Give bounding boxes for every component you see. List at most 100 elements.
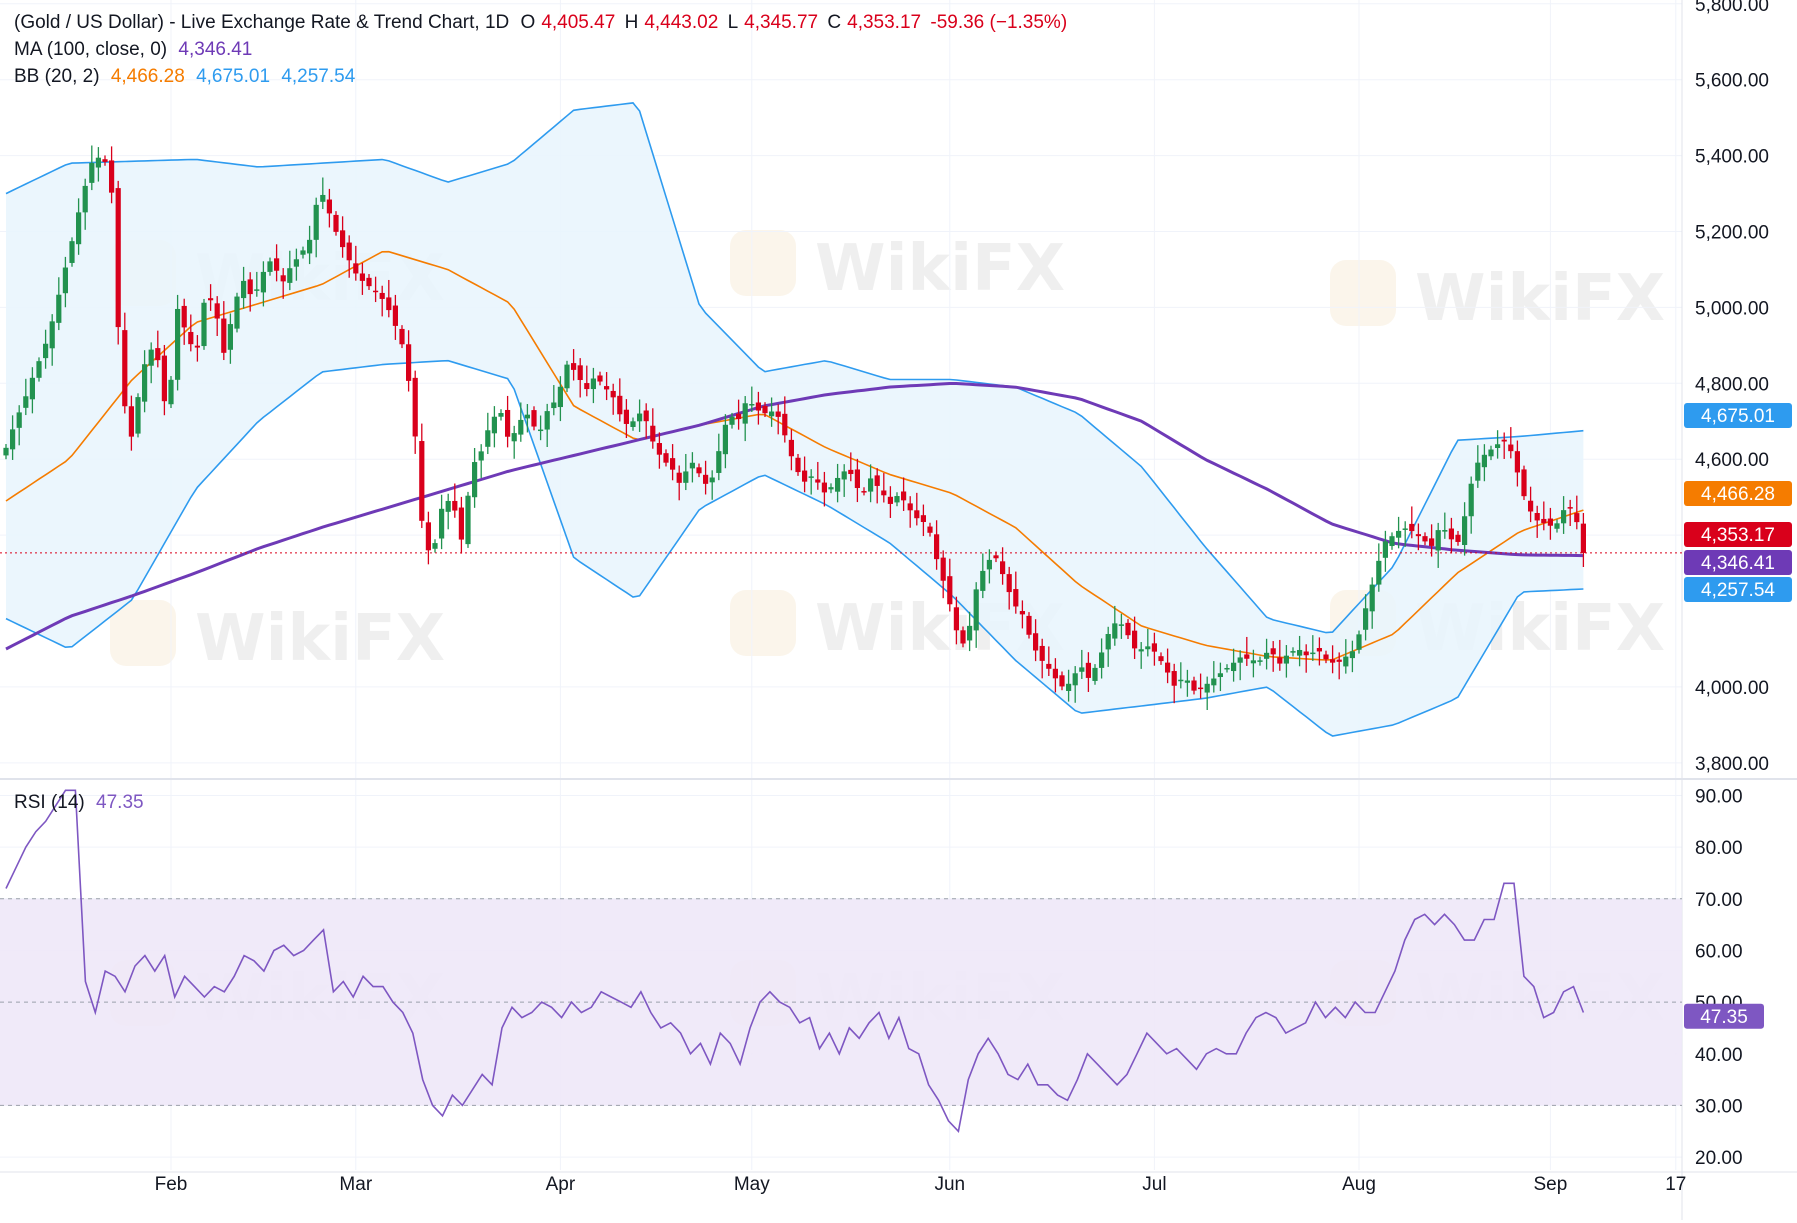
bb-upper-value: 4,675.01 — [196, 66, 271, 87]
watermark-text: WikiFX — [1415, 262, 1665, 336]
high-value: 4,443.02 — [644, 12, 719, 33]
price-axis-tick: 5,000.00 — [1695, 298, 1769, 319]
candle-body — [1046, 663, 1052, 669]
candle-body — [1336, 659, 1342, 662]
candle-body — [1488, 449, 1494, 457]
bb-label: BB (20, 2) — [14, 66, 100, 87]
candle-body — [1290, 651, 1296, 653]
candle-body — [953, 607, 959, 631]
bb-lower-value: 4,257.54 — [281, 66, 356, 87]
candle-body — [630, 421, 636, 427]
candle-body — [478, 451, 484, 461]
candle-body — [241, 280, 247, 299]
candle-body — [511, 433, 517, 442]
rsi-axis-tick: 40.00 — [1695, 1045, 1743, 1066]
candle-body — [412, 377, 418, 437]
candle-body — [604, 386, 610, 390]
rsi-axis-tick: 60.00 — [1695, 941, 1743, 962]
candle-body — [643, 410, 649, 422]
candle-body — [1224, 667, 1230, 670]
candle-body — [1052, 668, 1058, 679]
price-axis-tick: 4,600.00 — [1695, 450, 1769, 471]
candle-body — [188, 331, 194, 345]
candle-body — [49, 321, 55, 349]
candle-body — [1033, 633, 1039, 651]
candle-body — [703, 474, 709, 484]
candle-body — [531, 410, 537, 427]
candle-body — [947, 576, 953, 605]
candle-body — [815, 479, 821, 483]
close-tag: 4,353.17 — [1684, 522, 1792, 547]
candle-body — [148, 349, 154, 366]
moving-average — [0, 382, 1682, 651]
watermark-text: WikiFX — [195, 602, 445, 676]
candle-body — [597, 375, 603, 382]
time-axis-tick: Feb — [155, 1174, 188, 1195]
rsi-axis-tick: 30.00 — [1695, 1096, 1743, 1117]
candle-body — [1072, 673, 1078, 686]
candle-body — [1178, 679, 1184, 682]
candle-body — [267, 261, 273, 272]
candle-body — [419, 441, 425, 521]
candle-body — [861, 491, 867, 493]
candle-body — [472, 462, 478, 498]
ma-label: MA (100, close, 0) — [14, 39, 168, 60]
candle-body — [518, 419, 524, 435]
candle-body — [729, 416, 735, 425]
candle-body — [564, 364, 570, 389]
rsi-axis-tick: 70.00 — [1695, 890, 1743, 911]
candle-body — [1151, 643, 1157, 652]
candle-body — [465, 495, 471, 545]
bb-lower-tag-bg — [1684, 577, 1792, 602]
ma-tag-bg — [1684, 550, 1792, 575]
candle-body — [89, 162, 95, 183]
candle-body — [1026, 615, 1032, 635]
candle-body — [1323, 654, 1329, 660]
rsi-legend: RSI (14) 47.35 — [14, 792, 150, 814]
candle-body — [1231, 662, 1237, 672]
candle-body — [135, 397, 141, 434]
candle-body — [346, 242, 352, 261]
candle-body — [1567, 507, 1573, 509]
candle-body — [175, 308, 181, 380]
candle-body — [491, 416, 497, 434]
candle-body — [1389, 536, 1395, 547]
watermark-text: WikiFX — [815, 232, 1065, 306]
candle-body — [1574, 513, 1580, 523]
price-axis-tick: 5,200.00 — [1695, 223, 1769, 244]
candle-body — [95, 157, 101, 168]
candle-body — [808, 476, 814, 478]
candle-body — [934, 534, 940, 560]
candle-body — [1092, 667, 1098, 681]
candle-body — [109, 160, 115, 193]
candle-body — [1343, 656, 1349, 667]
candle-body — [254, 289, 260, 291]
candle-body — [432, 543, 438, 549]
watermark-logo-icon — [730, 590, 796, 656]
ma-line — [5, 382, 1584, 651]
bb-middle-line — [5, 250, 1584, 661]
candle-body — [43, 343, 49, 359]
bb-lower-line — [5, 359, 1584, 737]
candle-body — [23, 396, 29, 408]
candle-body — [10, 429, 16, 450]
candle-body — [749, 404, 755, 406]
candle-body — [234, 296, 240, 329]
candle-body — [1244, 654, 1250, 659]
candle-body — [1409, 523, 1415, 532]
candle-body — [359, 273, 365, 281]
candle-body — [1310, 652, 1316, 655]
ma-legend: MA (100, close, 0) 4,346.41 — [14, 39, 258, 61]
candle-body — [544, 411, 550, 430]
candle-body — [439, 508, 445, 539]
rsi-axis-tick: 20.00 — [1695, 1148, 1743, 1169]
candle-body — [1429, 538, 1435, 546]
candle-body — [894, 496, 900, 503]
bb-mid-value: 4,466.28 — [110, 66, 185, 87]
candle-body — [907, 503, 913, 511]
candle-body — [161, 355, 167, 402]
candle-body — [1514, 451, 1520, 473]
candle-body — [373, 290, 379, 293]
candle-body — [221, 318, 227, 353]
